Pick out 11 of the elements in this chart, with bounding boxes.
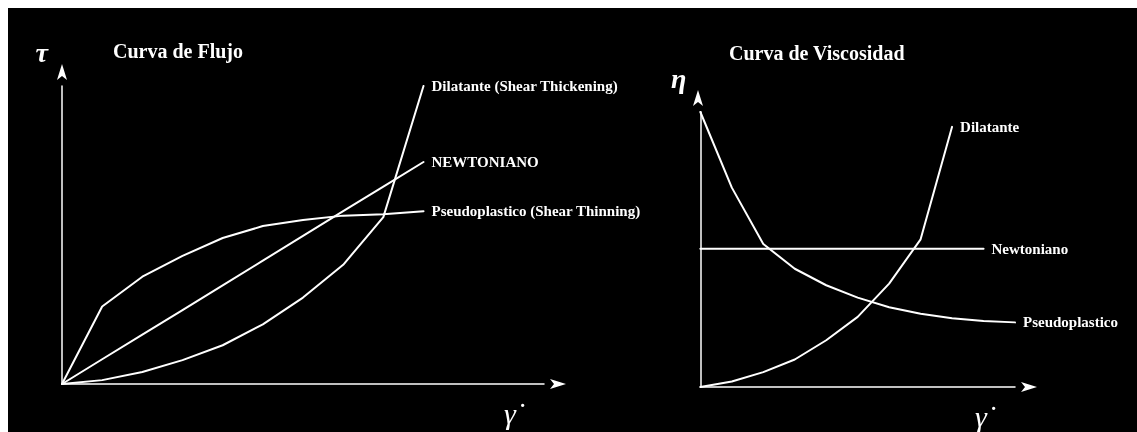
series-label: Newtoniano — [991, 240, 1069, 257]
y-axis-title: τ — [35, 36, 50, 68]
x-axis-title: γ̇ — [504, 396, 525, 430]
series-label: Dilatante — [960, 118, 1020, 135]
chart-title: Curva de Viscosidad — [729, 42, 905, 64]
series-label: Dilatante (Shear Thickening) — [431, 78, 618, 95]
series-label: Pseudoplastico — [1023, 314, 1119, 331]
y-axis-title: η — [670, 62, 687, 94]
series-label: Pseudoplastico (Shear Thinning) — [431, 203, 641, 221]
chart-title: Curva de Flujo — [113, 40, 243, 63]
series-label: NEWTONIANO — [431, 153, 539, 170]
